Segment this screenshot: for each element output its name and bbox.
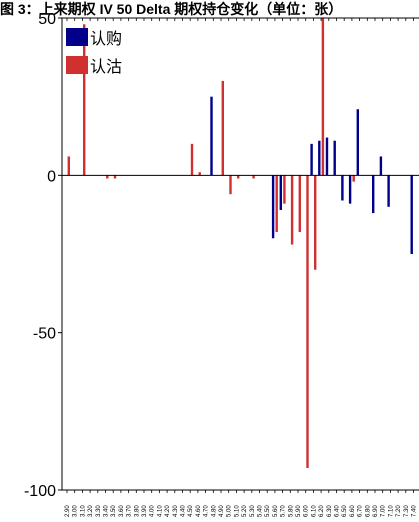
- x-tick-label-29: 5.80: [288, 505, 294, 517]
- y-tick-label-3: -100: [24, 483, 56, 500]
- bar-call-38: [356, 109, 359, 176]
- x-tick-label-18: 4.70: [204, 505, 210, 517]
- bars-group: [67, 18, 413, 468]
- bar-call-42: [387, 175, 390, 207]
- x-tick-label-0: 2.90: [65, 505, 71, 517]
- x-tick-label-27: 5.60: [273, 505, 279, 517]
- bar-call-34: [325, 137, 329, 176]
- bar-call-35: [333, 140, 336, 176]
- x-tick-label-2: 3.10: [80, 505, 86, 517]
- bar-put-33: [321, 18, 325, 176]
- bar-put-24: [252, 175, 255, 179]
- bar-put-5: [106, 175, 109, 179]
- x-tick-label-33: 6.20: [319, 505, 325, 517]
- x-tick-label-8: 3.70: [127, 505, 133, 517]
- bar-call-45: [410, 175, 413, 254]
- legend-swatch-call: [66, 28, 88, 46]
- bar-put-21: [229, 175, 232, 195]
- x-tick-label-26: 5.50: [265, 505, 271, 517]
- x-tick-label-39: 6.80: [365, 505, 371, 517]
- y-tick-label-2: -50: [33, 326, 56, 343]
- bar-put-32: [314, 175, 317, 270]
- x-tick-label-23: 5.20: [242, 505, 248, 517]
- bar-call-41: [379, 156, 383, 176]
- bar-call-28: [279, 175, 282, 210]
- bar-put-27: [275, 175, 278, 232]
- bar-put-31: [306, 175, 309, 468]
- bar-call-33: [318, 140, 321, 176]
- x-tick-label-9: 3.80: [134, 505, 140, 517]
- legend-label-put: 认沽: [90, 57, 122, 76]
- x-tick-label-28: 5.70: [281, 505, 287, 517]
- bar-put-16: [190, 143, 194, 176]
- bar-put-6: [113, 175, 117, 179]
- bar-put-17: [198, 172, 201, 176]
- x-tick-label-22: 5.10: [234, 505, 240, 517]
- bar-call-36: [341, 175, 344, 201]
- x-tick-label-32: 6.10: [311, 505, 317, 517]
- x-tick-label-25: 5.40: [258, 505, 264, 517]
- x-tick-label-41: 7.00: [381, 505, 387, 517]
- x-tick-label-15: 4.40: [181, 505, 187, 517]
- x-tick-label-21: 5.00: [227, 505, 233, 517]
- x-tick-label-1: 3.00: [73, 505, 79, 517]
- x-tick-label-19: 4.80: [211, 505, 217, 517]
- y-tick-label-1: 0: [47, 168, 56, 185]
- x-tick-label-42: 7.10: [388, 505, 394, 517]
- x-tick-label-34: 6.30: [327, 505, 333, 517]
- x-tick-label-4: 3.30: [96, 505, 102, 517]
- bar-put-20: [221, 80, 224, 176]
- x-tick-label-20: 4.90: [219, 505, 225, 517]
- x-tick-label-7: 3.60: [119, 505, 125, 517]
- x-tick-label-40: 6.90: [373, 505, 379, 517]
- bar-put-28: [283, 175, 286, 204]
- bar-call-32: [310, 143, 313, 176]
- x-tick-label-10: 3.90: [142, 505, 148, 517]
- bar-put-22: [237, 175, 240, 179]
- bar-call-19: [210, 96, 213, 176]
- x-tick-label-17: 4.60: [196, 505, 202, 517]
- x-tick-label-13: 4.20: [165, 505, 171, 517]
- x-tick-label-45: 7.40: [412, 505, 418, 517]
- x-tick-label-30: 5.90: [296, 505, 302, 517]
- x-tick-label-37: 6.60: [350, 505, 356, 517]
- x-tick-label-3: 3.20: [88, 505, 94, 517]
- legend-label-call: 认购: [90, 29, 122, 48]
- x-tick-label-31: 6.00: [304, 505, 310, 517]
- y-tick-label-0: 50: [38, 11, 56, 28]
- x-tick-label-24: 5.30: [250, 505, 256, 517]
- bar-put-30: [298, 175, 301, 232]
- x-tick-label-5: 3.40: [104, 505, 110, 517]
- bar-call-27: [271, 175, 275, 239]
- bar-call-37: [348, 175, 352, 204]
- x-tick-label-12: 4.10: [157, 505, 163, 517]
- chart-title: 图 3：上来期权 IV 50 Delta 期权持仓变化（单位：张）: [0, 1, 342, 17]
- x-tick-label-11: 4.00: [150, 505, 156, 517]
- bar-put-2: [83, 24, 86, 176]
- x-tick-label-16: 4.50: [188, 505, 194, 517]
- x-tick-label-35: 6.40: [335, 505, 341, 517]
- bar-put-37: [352, 175, 355, 182]
- bar-put-0: [67, 156, 70, 176]
- bar-put-29: [290, 175, 294, 245]
- x-tick-label-36: 6.50: [342, 505, 348, 517]
- legend-swatch-put: [66, 56, 88, 74]
- bar-call-40: [372, 175, 375, 214]
- x-tick-label-44: 7.30: [404, 505, 410, 517]
- x-tick-label-38: 6.70: [358, 505, 364, 517]
- x-tick-label-14: 4.30: [173, 505, 179, 517]
- x-tick-label-6: 3.50: [111, 505, 117, 517]
- x-tick-label-43: 7.20: [396, 505, 402, 517]
